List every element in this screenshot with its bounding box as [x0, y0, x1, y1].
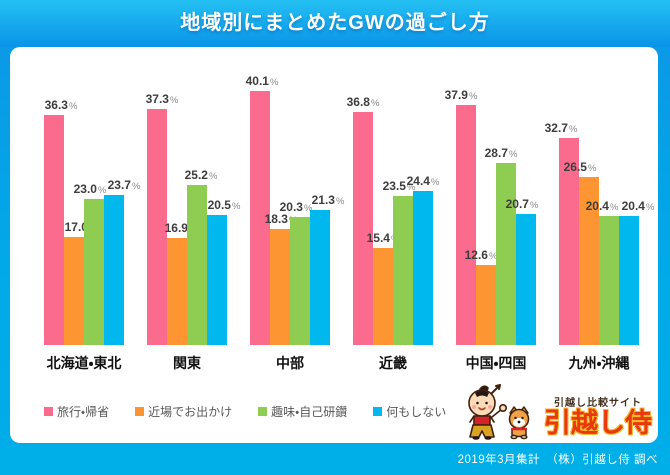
bar-value-label: 28.7% [484, 146, 518, 160]
axis-label-九州・沖縄: 九州・沖縄 [568, 355, 630, 371]
brand-name: 引越し侍 [544, 407, 652, 438]
legend-swatch-icon [373, 407, 383, 416]
bar-value-label: 20.7% [505, 197, 539, 211]
bar-value-label: 25.2% [184, 168, 218, 182]
bar-近場でお出かけ-近畿: 15.4% [367, 231, 399, 345]
legend-item-何もしない: 何もしない [373, 403, 446, 420]
bar-value-label: 37.3% [145, 92, 179, 106]
bar-value-label: 37.9% [444, 88, 478, 102]
legend-label: 趣味・自己研鑽 [271, 405, 348, 419]
bar-趣味・自己研鑽-九州・沖縄: 20.4% [586, 199, 619, 345]
bar-group-1: 36.3% 17.0% 23.0%23.7% [44, 47, 140, 345]
bar-何もしない-中部: 21.3% [310, 193, 344, 345]
bar-旅行・帰省-北海道・東北: 36.3% [44, 98, 77, 345]
legend-item-趣味・自己研鑽: 趣味・自己研鑽 [258, 403, 347, 420]
survey-source-note: 2019年3月集計 （株）引越し侍 調べ [457, 454, 658, 466]
bar-趣味・自己研鑽-関東: 25.2% [185, 168, 217, 345]
bar-旅行・帰省-中部: 40.1% [246, 74, 278, 345]
bar-value-label: 23.5% [382, 179, 416, 193]
bar-group-2: 37.3% 16.9% 25.2% 20.5% [146, 47, 240, 345]
bar-何もしない-近畿: 24.4% [407, 174, 439, 345]
bar-group-3: 40.1% 18.3%20.3%21.3% [246, 47, 344, 345]
axis-label-北海道・東北: 北海道・東北 [46, 355, 122, 371]
bar-value-label: 23.7% [107, 178, 141, 192]
axis-label-中国・四国: 中国・四国 [465, 355, 527, 371]
legend-swatch-icon [258, 407, 268, 416]
header: 地域別にまとめたGWの過ごし方 [0, 0, 670, 47]
bar-group-4: 36.8% 15.4% 23.5%24.4% [347, 47, 439, 345]
legend-label: 何もしない [386, 405, 447, 419]
bar-趣味・自己研鑽-中国・四国: 28.7% [485, 146, 517, 345]
bar-趣味・自己研鑽-北海道・東北: 23.0% [74, 182, 106, 345]
bar-group-5: 37.9% 12.6% 28.7% 20.7% [445, 47, 538, 345]
legend-item-旅行・帰省: 旅行・帰省 [44, 403, 109, 420]
bar-value-label: 20.3% [279, 200, 313, 214]
bar-value-label: 36.3% [44, 98, 78, 112]
bar-近場でお出かけ-関東: 16.9% [165, 221, 197, 345]
brand-tagline: 引越し比較サイト [554, 397, 642, 409]
bar-何もしない-九州・沖縄: 20.4% [619, 199, 654, 345]
page-title: 地域別にまとめたGWの過ごし方 [180, 12, 490, 34]
hikkoshi-samurai-mascot-icon [468, 384, 530, 440]
bar-趣味・自己研鑽-近畿: 23.5% [383, 179, 415, 345]
bar-value-label: 20.4% [585, 199, 619, 213]
axis-label-近畿: 近畿 [379, 355, 407, 371]
legend: 旅行・帰省 近場でお出かけ 趣味・自己研鑽 何もしない [44, 403, 446, 420]
axis-label-中部: 中部 [276, 355, 304, 371]
bar-value-label: 26.5% [563, 160, 597, 174]
bar-value-label: 20.4% [621, 199, 655, 213]
bar-何もしない-北海道・東北: 23.7% [104, 178, 140, 345]
bar-value-label: 36.8% [346, 95, 380, 109]
bar-旅行・帰省-中国・四国: 37.9% [445, 88, 477, 345]
bar-value-label: 12.6% [464, 248, 498, 262]
plot-area: 36.3% 17.0% 23.0%23.7% 37.3% 16.9% 25.2% 20.5%… [10, 47, 658, 345]
bar-趣味・自己研鑽-中部: 20.3% [280, 200, 312, 345]
axis-label-関東: 関東 [173, 355, 201, 371]
legend-swatch-icon [44, 407, 53, 416]
bar-group-6: 32.7% 26.5% 20.4% 20.4% [545, 47, 654, 345]
bar-何もしない-中国・四国: 20.7% [506, 197, 538, 345]
bar-近場でお出かけ-北海道・東北: 17.0% [64, 220, 97, 345]
brand-text-block: 引越し比較サイト 引越し侍 [544, 394, 652, 441]
legend-label: 近場でお出かけ [148, 405, 233, 419]
bar-近場でお出かけ-九州・沖縄: 26.5% [564, 160, 599, 345]
bar-旅行・帰省-九州・沖縄: 32.7% [545, 121, 579, 345]
bar-value-label: 23.0% [73, 182, 107, 196]
chart-panel: 36.3% 17.0% 23.0%23.7% 37.3% 16.9% 25.2% 20.5%… [10, 47, 658, 443]
legend-swatch-icon [135, 407, 145, 416]
bar-旅行・帰省-関東: 37.3% [146, 92, 178, 345]
bar-近場でお出かけ-中部: 18.3% [265, 212, 297, 345]
legend-label: 旅行・帰省 [57, 405, 110, 419]
legend-item-近場でお出かけ: 近場でお出かけ [135, 403, 232, 420]
bar-value-label: 24.4% [406, 174, 440, 188]
bar-value-label: 21.3% [311, 193, 345, 207]
bar-旅行・帰省-近畿: 36.8% [347, 95, 379, 345]
brand-logo: 引越し比較サイト 引越し侍 [454, 381, 652, 441]
bar-value-label: 20.5% [207, 198, 241, 212]
bar-近場でお出かけ-中国・四国: 12.6% [465, 248, 497, 345]
bar-value-label: 40.1% [245, 74, 279, 88]
bar-value-label: 32.7% [544, 121, 578, 135]
bar-何もしない-関東: 20.5% [207, 198, 240, 345]
